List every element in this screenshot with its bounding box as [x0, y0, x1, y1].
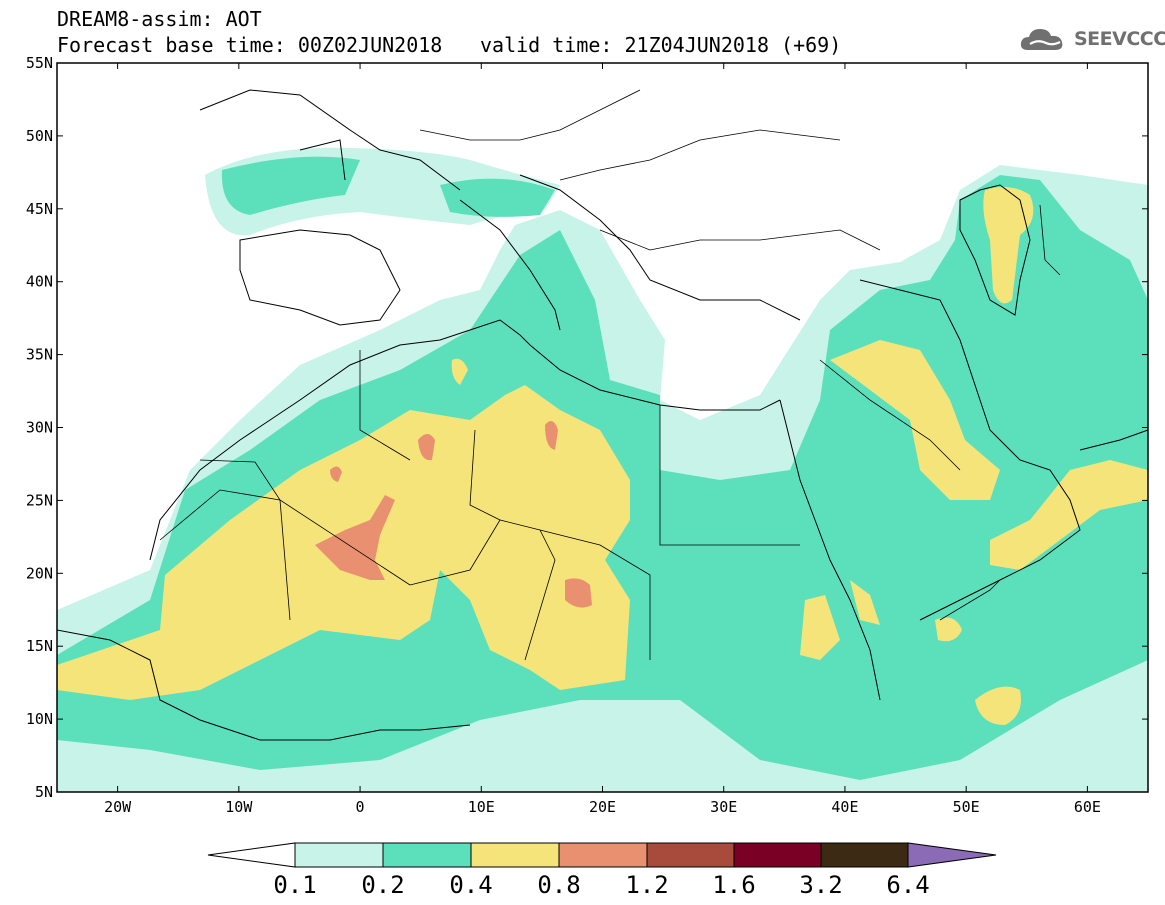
colorbar-segment-6 — [733, 842, 822, 868]
aot-level-0-2-balkans — [440, 178, 555, 217]
aot-level-0-2-europe — [221, 156, 360, 215]
aot-level-0-4-yemen — [935, 617, 962, 642]
aot-level-0-4-ethiopia — [800, 595, 840, 660]
colorbar-label: 6.4 — [886, 871, 929, 899]
lon-label: 50E — [953, 798, 980, 816]
colorbar-label: 0.2 — [361, 871, 404, 899]
longitude-axis: 20W 10W 0 10E 20E 30E 40E 50E 60E — [104, 63, 1101, 816]
aot-level-0-8-libya — [545, 421, 558, 450]
aot-level-0-4-red-sea — [850, 580, 880, 625]
colorbar-label: 1.2 — [625, 871, 668, 899]
country-borders — [159, 89, 1061, 661]
colorbar-labels: 0.1 0.2 0.4 0.8 1.2 1.6 3.2 6.4 — [273, 871, 929, 899]
lon-label: 10E — [468, 798, 495, 816]
lat-label: 15N — [26, 637, 53, 655]
aot-level-0-8-chad — [565, 578, 592, 608]
aot-level-0-4-caspian — [983, 186, 1034, 304]
lat-label: 10N — [26, 710, 53, 728]
aot-field — [57, 63, 1148, 792]
lat-label: 50N — [26, 127, 53, 145]
lon-label: 60E — [1074, 798, 1101, 816]
aot-level-0-4-tunisia — [451, 358, 468, 385]
colorbar-segment-4 — [558, 842, 648, 868]
lon-label: 40E — [831, 798, 858, 816]
aot-level-0-8-algeria — [418, 434, 435, 461]
logo-text: SEEVCCC — [1074, 28, 1165, 50]
lon-label: 20W — [104, 798, 132, 816]
lat-label: 45N — [26, 200, 53, 218]
lat-label: 40N — [26, 273, 53, 291]
colorbar-segment-2 — [382, 842, 472, 868]
colorbar-segment-1 — [294, 842, 384, 868]
forecast-base-time: Forecast base time: 00Z02JUN2018 — [57, 33, 443, 57]
colorbar-segment-7 — [820, 842, 909, 868]
lat-label: 5N — [35, 783, 53, 801]
colorbar-segment-5 — [646, 842, 735, 868]
colorbar-label: 0.8 — [537, 871, 580, 899]
cloud-icon — [1020, 29, 1063, 50]
latitude-axis: 55N 50N 45N 40N 35N 30N 25N 20N 15N 10N 5N — [26, 54, 1148, 801]
lat-label: 55N — [26, 54, 53, 72]
colorbar — [207, 842, 997, 868]
colorbar-label: 3.2 — [799, 871, 842, 899]
lat-label: 35N — [26, 346, 53, 364]
aot-level-0-4-oman — [990, 460, 1148, 570]
lat-label: 30N — [26, 419, 53, 437]
lon-label: 0 — [356, 798, 365, 816]
aot-level-0-8-mauritania — [330, 466, 342, 482]
lon-label: 10W — [225, 798, 253, 816]
lat-label: 25N — [26, 491, 53, 509]
aot-level-0-4-arabia — [830, 340, 1000, 500]
colorbar-low-arrow — [207, 842, 296, 868]
colorbar-segment-3 — [470, 842, 560, 868]
coastlines — [57, 89, 1148, 741]
lon-label: 20E — [589, 798, 616, 816]
colorbar-high-arrow — [907, 842, 997, 868]
colorbar-label: 0.1 — [273, 871, 316, 899]
seevccc-logo: SEEVCCC — [1018, 24, 1165, 54]
lon-label: 30E — [710, 798, 737, 816]
valid-time: valid time: 21Z04JUN2018 (+69) — [480, 33, 842, 57]
colorbar-label: 1.6 — [712, 871, 755, 899]
aot-level-0-4-somalia — [975, 686, 1021, 725]
lat-label: 20N — [26, 564, 53, 582]
colorbar-label: 0.4 — [449, 871, 492, 899]
map-title: DREAM8-assim: AOT — [57, 7, 262, 31]
aot-level-0-8-mali — [315, 495, 395, 580]
